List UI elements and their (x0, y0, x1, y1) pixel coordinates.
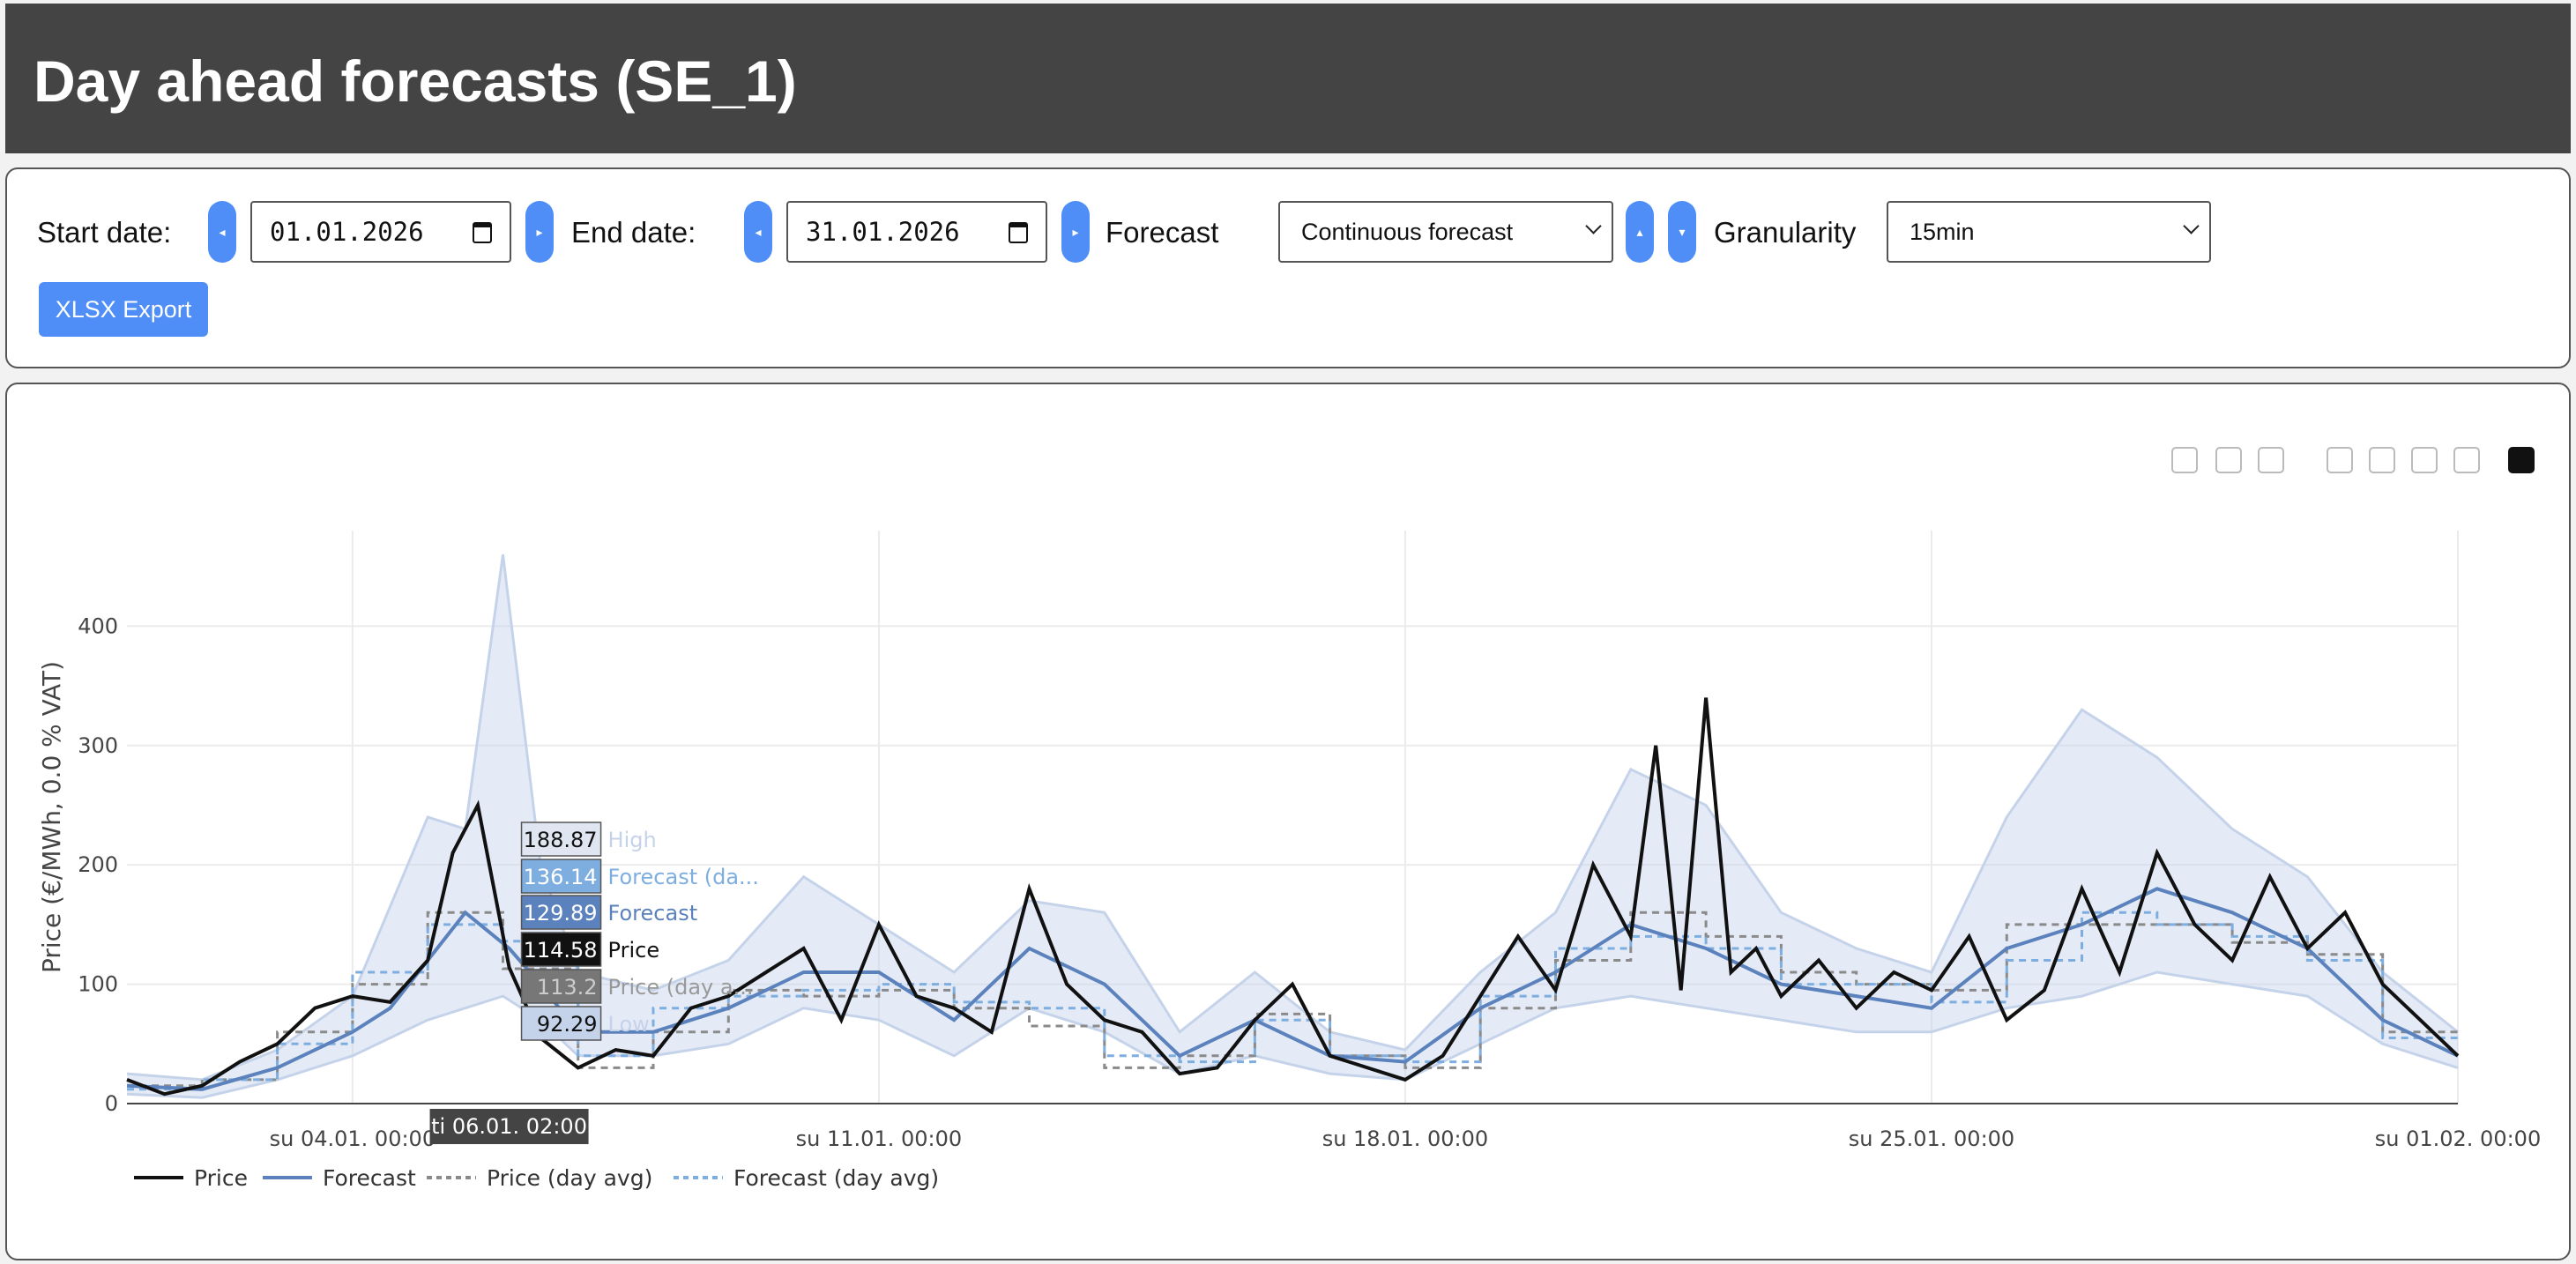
zoom-out-icon[interactable] (2369, 447, 2395, 473)
x-tick-label: su 18.01. 00:00 (1322, 1126, 1488, 1151)
xlsx-export-button[interactable]: XLSX Export (39, 282, 208, 337)
hover-series-name: Forecast (da... (608, 865, 759, 889)
hover-value-box (520, 1006, 602, 1041)
hover-series-name: High (608, 828, 657, 852)
forecast-label: Forecast (1106, 216, 1219, 249)
start-date-input[interactable]: 01.01.2026 (250, 201, 511, 263)
x-tick-label: su 01.02. 00:00 (2375, 1126, 2541, 1151)
end-date-input[interactable]: 31.01.2026 (786, 201, 1047, 263)
plotly-logo-icon[interactable] (2508, 447, 2535, 473)
hover-value-box (520, 822, 602, 857)
end-date-label: End date: (571, 216, 696, 249)
reset-axes-icon[interactable] (2453, 447, 2480, 473)
end-date-next-button[interactable]: ▸ (1061, 201, 1090, 263)
hover-value-box (520, 895, 602, 930)
camera-icon[interactable] (2171, 447, 2198, 473)
hover-value: 113.2 (537, 975, 598, 1000)
forecast-down-button[interactable]: ▾ (1668, 201, 1696, 263)
page-header: Day ahead forecasts (SE_1) (5, 4, 2571, 153)
price-chart[interactable]: 0 100 200 300 400 su 04.01. 00:00 su 11.01. 00… (7, 384, 2569, 1259)
hover-x-label-box (429, 1109, 589, 1144)
chevron-down-icon (2183, 218, 2200, 234)
zoom-icon[interactable] (2215, 447, 2242, 473)
hover-series-name: Forecast (608, 901, 698, 926)
x-tick-label: su 25.01. 00:00 (1849, 1126, 2014, 1151)
hover-series-name: Price (day a... (608, 975, 754, 1000)
autoscale-icon[interactable] (2411, 447, 2438, 473)
y-tick-label: 300 (78, 733, 118, 758)
chevron-down-icon (1585, 218, 1602, 234)
forecast-select-value: Continuous forecast (1301, 218, 1514, 245)
granularity-select-value: 15min (1910, 218, 1975, 245)
page-title: Day ahead forecasts (SE_1) (34, 48, 797, 114)
hover-x-label: ti 06.01. 02:00 (431, 1114, 587, 1139)
series-price-line (126, 697, 2460, 1097)
y-tick-label: 400 (78, 613, 118, 638)
series-high-line (126, 554, 2459, 1082)
series-price-day-avg-line (127, 911, 2458, 1088)
y-axis-label: Price (€/MWh, 0.0 % VAT) (37, 661, 66, 973)
end-date-value: 31.01.2026 (806, 217, 960, 247)
hover-value-box (520, 932, 602, 967)
y-tick-label: 0 (105, 1091, 118, 1116)
calendar-icon[interactable] (1009, 222, 1028, 243)
hover-value: 92.29 (537, 1012, 598, 1037)
hover-value: 114.58 (524, 938, 598, 963)
end-date-prev-button[interactable]: ◂ (744, 201, 772, 263)
calendar-icon[interactable] (473, 222, 492, 243)
legend-label: Price (194, 1165, 248, 1191)
forecast-select[interactable]: Continuous forecast (1278, 201, 1613, 263)
x-tick-label: su 04.01. 00:00 (270, 1126, 436, 1151)
uncertainty-band (127, 554, 2458, 1098)
series-forecast-line (126, 887, 2459, 1091)
hover-value: 188.87 (524, 828, 598, 852)
hover-value-box (520, 969, 602, 1004)
y-tick-label: 200 (78, 852, 118, 877)
start-date-prev-button[interactable]: ◂ (208, 201, 236, 263)
y-tick-label: 100 (78, 972, 118, 997)
legend-label: Price (day avg) (487, 1165, 652, 1191)
chart-card: 0 100 200 300 400 su 04.01. 00:00 su 11.01. 00… (5, 383, 2571, 1260)
start-date-value: 01.01.2026 (270, 217, 424, 247)
forecast-up-button[interactable]: ▴ (1626, 201, 1654, 263)
hover-value: 136.14 (524, 865, 598, 889)
legend-label: Forecast (323, 1165, 416, 1191)
start-date-label: Start date: (37, 216, 172, 249)
x-tick-label: su 11.01. 00:00 (796, 1126, 962, 1151)
hover-series-name: Price (608, 938, 660, 963)
hover-value-box (520, 859, 602, 894)
hover-series-name: Low (608, 1012, 650, 1037)
pan-icon[interactable] (2258, 447, 2284, 473)
zoom-in-icon[interactable] (2327, 447, 2353, 473)
granularity-label: Granularity (1714, 216, 1857, 249)
granularity-select[interactable]: 15min (1887, 201, 2211, 263)
legend-label: Forecast (day avg) (733, 1165, 939, 1191)
hover-value: 129.89 (524, 901, 598, 926)
start-date-next-button[interactable]: ▸ (525, 201, 554, 263)
controls-panel: Start date: ◂ 01.01.2026 ▸ End date: ◂ 3… (5, 167, 2571, 368)
